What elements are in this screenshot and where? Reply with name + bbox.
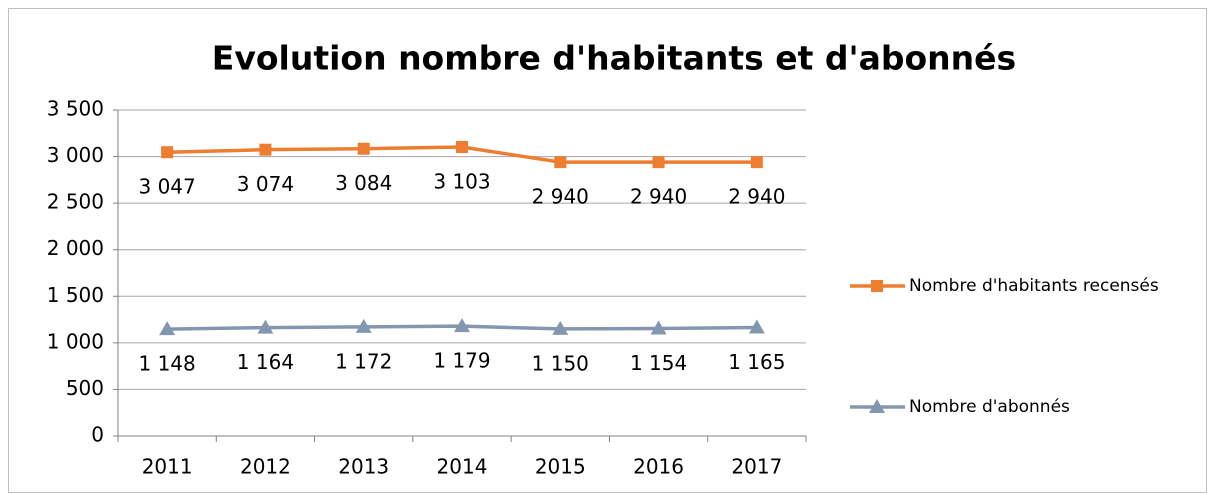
y-tick-label: 2 000 xyxy=(47,236,104,260)
x-tick-label: 2013 xyxy=(338,455,389,479)
x-tick-label: 2017 xyxy=(731,455,782,479)
marker xyxy=(750,156,763,169)
legend-label: Nombre d'habitants recensés xyxy=(909,276,1159,296)
marker xyxy=(650,320,667,335)
marker xyxy=(554,156,567,169)
y-tick-label: 3 000 xyxy=(47,143,104,167)
marker xyxy=(161,146,174,159)
x-tick-label: 2014 xyxy=(437,455,488,479)
data-label: 1 148 xyxy=(139,352,196,376)
marker xyxy=(652,156,665,169)
x-tick-label: 2011 xyxy=(142,455,193,479)
data-label: 1 150 xyxy=(532,351,589,375)
chart-frame xyxy=(8,8,1207,493)
marker xyxy=(357,142,370,155)
data-label: 1 165 xyxy=(728,350,785,374)
data-label: 3 084 xyxy=(335,171,392,195)
marker xyxy=(552,320,569,335)
marker xyxy=(159,321,176,336)
data-label: 3 047 xyxy=(139,175,196,199)
y-tick-label: 3 500 xyxy=(47,97,104,121)
y-tick-label: 0 xyxy=(91,423,104,447)
data-label: 1 164 xyxy=(237,350,294,374)
y-tick-label: 2 500 xyxy=(47,190,104,214)
legend-label: Nombre d'abonnés xyxy=(909,397,1070,417)
marker xyxy=(456,140,468,153)
y-tick-label: 1 000 xyxy=(47,329,104,353)
x-tick-label: 2016 xyxy=(633,455,684,479)
data-label: 1 179 xyxy=(433,349,490,373)
data-label: 2 940 xyxy=(630,185,687,209)
x-tick-label: 2015 xyxy=(535,455,586,479)
chart-title: Evolution nombre d'habitants et d'abonné… xyxy=(212,39,1016,78)
y-tick-label: 1 500 xyxy=(47,283,104,307)
marker xyxy=(748,319,765,334)
marker xyxy=(259,143,272,156)
marker xyxy=(871,280,883,292)
y-tick-label: 500 xyxy=(66,376,104,400)
marker xyxy=(257,319,274,334)
data-label: 2 940 xyxy=(532,185,589,209)
data-label: 2 940 xyxy=(728,185,785,209)
data-label: 3 074 xyxy=(237,172,294,196)
marker xyxy=(454,318,470,333)
data-label: 1 154 xyxy=(630,351,687,375)
marker xyxy=(355,318,372,333)
x-tick-label: 2012 xyxy=(240,455,291,479)
data-label: 3 103 xyxy=(433,169,490,193)
marker xyxy=(869,399,885,413)
data-label: 1 172 xyxy=(335,349,392,373)
